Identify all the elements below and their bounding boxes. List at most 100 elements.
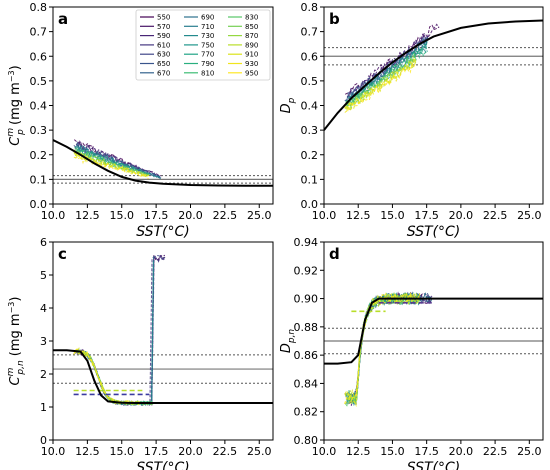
- x-tick-label: 17.5: [144, 209, 169, 222]
- y-tick-label: 0.7: [301, 26, 319, 39]
- y-tick-label: 0: [40, 434, 47, 447]
- y-axis-label: Dp: [279, 97, 297, 113]
- axes-frame: [323, 241, 544, 441]
- legend-label: 750: [201, 41, 214, 49]
- series-line: [348, 292, 432, 404]
- x-tick-label: 15.0: [380, 209, 405, 222]
- y-tick-label: 0.88: [294, 321, 319, 334]
- panel-c: 10.0 12.5 15.0 17.5 20.0 22.5 25.0 0 1 2 3 4 5 6 SST(°…: [6, 236, 274, 470]
- y-tick-label: 0.5: [301, 75, 319, 88]
- x-axis-label: SST(°C): [407, 460, 461, 470]
- legend-label: 870: [245, 32, 258, 40]
- fit-curve: [324, 297, 543, 365]
- series-line: [346, 38, 428, 105]
- x-tick-label: 20.0: [449, 209, 474, 222]
- panel-letter: b: [329, 10, 340, 28]
- y-tick-label: 0.92: [294, 264, 319, 277]
- y-tick-label: 1: [40, 401, 47, 414]
- plot-area: [324, 291, 543, 408]
- x-tick-label: 15.0: [110, 209, 135, 222]
- series-line: [73, 347, 142, 405]
- legend-label: 590: [157, 32, 170, 40]
- plot-area: [324, 19, 543, 131]
- x-tick-label: 25.0: [517, 445, 542, 458]
- y-axis-label: Cmp,n (mg m−3): [6, 297, 26, 386]
- y-tick-label: 0.0: [30, 198, 48, 211]
- y-tick-label: 0.5: [30, 75, 48, 88]
- y-tick-label: 0.1: [301, 173, 319, 186]
- series-line: [344, 56, 417, 113]
- x-tick-label: 12.5: [346, 445, 371, 458]
- series-line: [78, 261, 154, 406]
- legend: 5505705906106306506706907107307507707908…: [135, 9, 271, 81]
- legend-label: 950: [245, 69, 258, 77]
- legend-label: 670: [157, 69, 170, 77]
- y-tick-label: 0.2: [30, 149, 48, 162]
- series-line: [344, 61, 417, 114]
- x-tick-label: 12.5: [346, 209, 371, 222]
- plot-area: [53, 139, 273, 187]
- legend-label: 550: [157, 14, 170, 22]
- y-tick-label: 0.8: [30, 1, 48, 14]
- y-tick-label: 0.3: [301, 124, 319, 137]
- y-tick-label: 0.90: [294, 293, 319, 306]
- legend-label: 570: [157, 23, 170, 31]
- y-tick-label: 0.3: [30, 124, 48, 137]
- y-tick-label: 6: [40, 236, 47, 249]
- y-tick-label: 0.4: [301, 100, 319, 113]
- axes-frame: [52, 241, 274, 441]
- x-axis-label: SST(°C): [407, 224, 461, 240]
- y-tick-label: 4: [40, 302, 47, 315]
- legend-label: 710: [201, 23, 214, 31]
- panel-b: 10.0 12.5 15.0 17.5 20.0 22.5 25.0 0.0 0.1 0.2 0.3…: [279, 1, 544, 240]
- fit-curve: [324, 19, 543, 131]
- panel-letter: c: [58, 245, 67, 263]
- x-axis-label: SST(°C): [136, 224, 190, 240]
- x-tick-label: 22.5: [213, 445, 238, 458]
- legend-label: 830: [245, 14, 258, 22]
- x-tick-label: 25.0: [247, 209, 272, 222]
- x-tick-label: 10.0: [312, 445, 337, 458]
- plot-area: [53, 254, 273, 407]
- x-tick-label: 17.5: [414, 209, 439, 222]
- x-tick-label: 12.5: [75, 445, 100, 458]
- y-tick-label: 0.7: [30, 26, 48, 39]
- x-tick-label: 22.5: [213, 209, 238, 222]
- legend-label: 610: [157, 41, 170, 49]
- legend-label: 790: [201, 60, 214, 68]
- fit-curve: [53, 349, 273, 404]
- panel-letter: d: [329, 245, 340, 263]
- legend-label: 630: [157, 51, 170, 59]
- legend-label: 810: [201, 69, 214, 77]
- legend-label: 850: [245, 23, 258, 31]
- panel-d: 10.0 12.5 15.0 17.5 20.0 22.5 25.0 0.80 0.82 0.84…: [279, 236, 544, 470]
- series-line: [73, 348, 142, 405]
- legend-label: 930: [245, 60, 258, 68]
- y-axis-label: Dp,n: [279, 329, 297, 354]
- y-tick-label: 3: [40, 335, 47, 348]
- series-line: [75, 145, 150, 176]
- legend-label: 650: [157, 60, 170, 68]
- y-axis-label: Cmp (mg m−3): [6, 65, 26, 145]
- legend-label: 890: [245, 41, 258, 49]
- panel-a: 10.0 12.5 15.0 17.5 20.0 22.5 25.0 0.0 0.1 0.2 0.3…: [6, 1, 274, 240]
- y-tick-label: 0.4: [30, 100, 48, 113]
- series-line: [349, 291, 433, 403]
- y-tick-label: 0.84: [294, 377, 319, 390]
- series-line: [73, 255, 166, 406]
- series-line: [349, 35, 429, 94]
- series-line: [76, 350, 154, 406]
- legend-label: 730: [201, 32, 214, 40]
- x-axis-label: SST(°C): [136, 460, 190, 470]
- series-line: [75, 349, 154, 406]
- x-tick-label: 25.0: [517, 209, 542, 222]
- y-tick-label: 0.80: [294, 434, 319, 447]
- y-tick-label: 0.8: [301, 1, 319, 14]
- x-tick-label: 20.0: [178, 445, 203, 458]
- x-tick-label: 10.0: [41, 445, 66, 458]
- x-tick-label: 17.5: [144, 445, 169, 458]
- y-tick-label: 0.6: [30, 50, 48, 63]
- series-line: [73, 348, 142, 406]
- y-tick-label: 2: [40, 368, 47, 381]
